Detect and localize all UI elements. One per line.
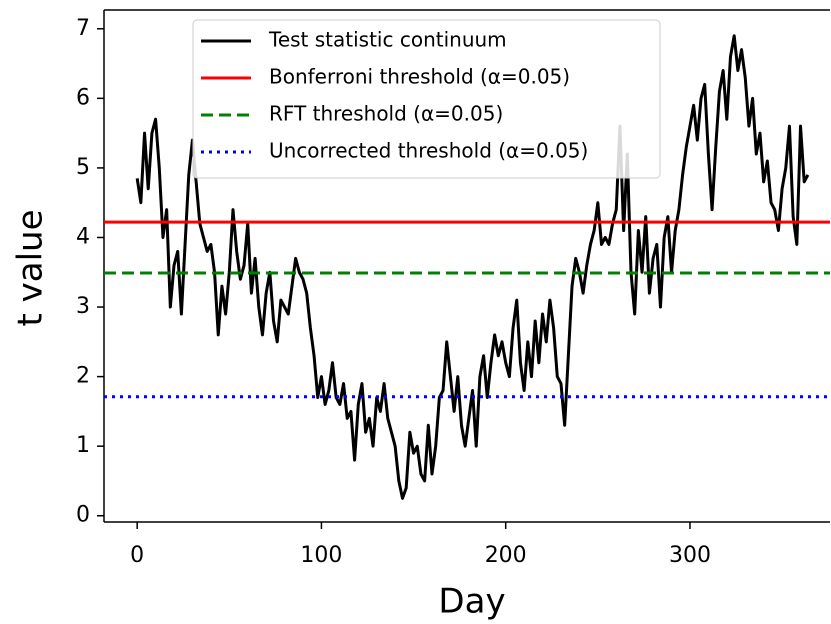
data-line (135, 34, 810, 500)
legend-label: Test statistic continuum (268, 28, 507, 52)
x-tick-label: 100 (300, 543, 342, 568)
y-tick-label: 7 (76, 16, 90, 41)
legend-label: Uncorrected threshold (α=0.05) (269, 139, 588, 163)
y-tick-label: 6 (76, 85, 90, 110)
legend-label: Bonferroni threshold (α=0.05) (269, 65, 570, 89)
x-tick-label: 300 (669, 543, 711, 568)
legend-label: RFT threshold (α=0.05) (269, 102, 503, 126)
y-axis-label: t value (11, 209, 51, 326)
y-tick-label: 4 (76, 224, 90, 249)
y-tick-label: 5 (76, 155, 90, 180)
x-axis-label: Day (438, 582, 505, 622)
y-tick-label: 0 (76, 503, 90, 528)
y-tick-label: 1 (76, 433, 90, 458)
y-tick-label: 3 (76, 294, 90, 319)
x-tick-label: 0 (130, 543, 144, 568)
legend-box (192, 19, 661, 179)
x-tick-label: 200 (485, 543, 527, 568)
y-tick-label: 2 (76, 364, 90, 389)
